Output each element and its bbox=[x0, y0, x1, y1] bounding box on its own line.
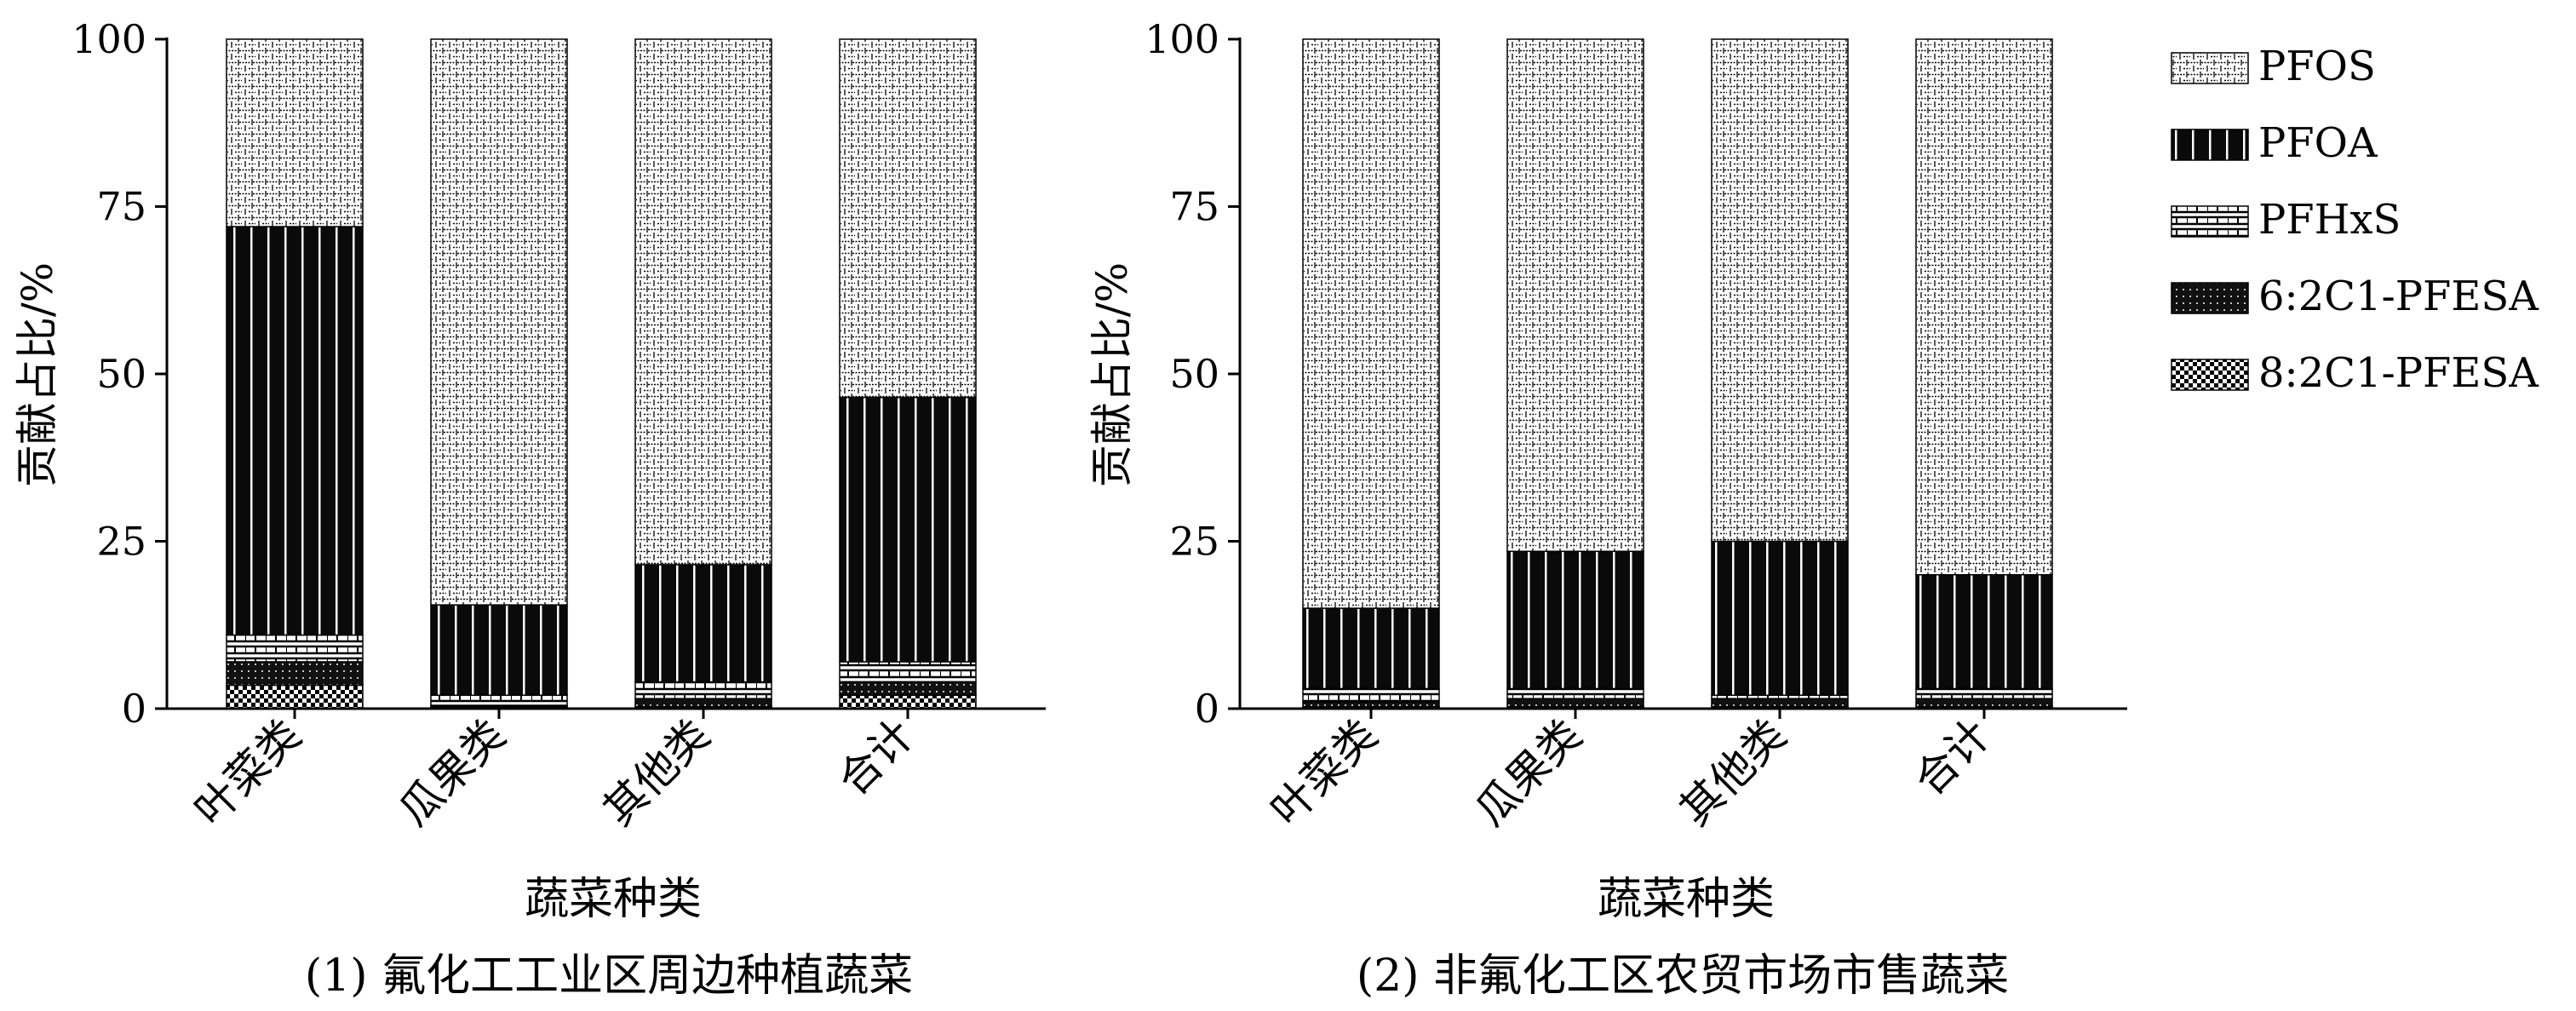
x-axis-label: 蔬菜种类 bbox=[525, 874, 702, 925]
y-tick-label: 25 bbox=[1169, 519, 1219, 565]
x-tick-label: 瓜果类 bbox=[389, 709, 514, 835]
legend-swatch-PFOA bbox=[2171, 129, 2249, 161]
bar-segment-PFOS-瓜果类 bbox=[430, 38, 568, 606]
bar-segment-PFOA-叶菜类 bbox=[1302, 607, 1440, 690]
bar-segment-PFOS-合计 bbox=[1915, 38, 2053, 576]
bar-segment-6:2C1-PFESA-其他类 bbox=[634, 698, 772, 708]
legend-swatch-8:2C1-PFESA bbox=[2171, 359, 2249, 391]
panel-caption: (1) 氟化工工业区周边种植蔬菜 bbox=[305, 951, 913, 1002]
panel-caption: (2) 非氟化工区农贸市场市售蔬菜 bbox=[1357, 951, 2009, 1002]
legend: PFOS PFOA PFHxS 6:2C1-PFESA 8:2C1-PFESA bbox=[2171, 43, 2539, 397]
bar-segment-PFOA-瓜果类 bbox=[430, 604, 568, 697]
y-tick-label: 100 bbox=[72, 16, 146, 62]
bar-segment-6:2C1-PFESA-其他类 bbox=[1711, 698, 1849, 708]
bar-segment-PFOA-瓜果类 bbox=[1506, 550, 1644, 690]
legend-swatch-PFHxS bbox=[2171, 205, 2249, 238]
y-tick-label: 50 bbox=[96, 351, 146, 397]
y-tick-label: 0 bbox=[1195, 686, 1219, 732]
bar-segment-PFOS-其他类 bbox=[634, 38, 772, 566]
bar-segment-6:2C1-PFESA-瓜果类 bbox=[1506, 698, 1644, 708]
x-tick-label: 瓜果类 bbox=[1466, 709, 1591, 835]
legend-label: PFOS bbox=[2258, 43, 2376, 90]
bar-segment-8:2C1-PFESA-合计 bbox=[839, 694, 977, 709]
y-tick-label: 0 bbox=[122, 686, 146, 732]
x-tick-label: 叶菜类 bbox=[1261, 709, 1386, 835]
bar-segment-PFHxS-瓜果类 bbox=[430, 694, 568, 706]
bar-segment-PFOS-其他类 bbox=[1711, 38, 1849, 543]
bar-segment-PFOA-合计 bbox=[839, 396, 977, 663]
bar-segment-PFOS-合计 bbox=[839, 38, 977, 399]
bar-segment-6:2C1-PFESA-合计 bbox=[839, 681, 977, 697]
bar-segment-PFOA-叶菜类 bbox=[226, 226, 364, 636]
x-axis-label: 蔬菜种类 bbox=[1598, 874, 1775, 925]
y-tick-label: 75 bbox=[96, 184, 146, 230]
bar-segment-6:2C1-PFESA-叶菜类 bbox=[1302, 701, 1440, 708]
bar-segment-PFHxS-合计 bbox=[839, 661, 977, 683]
bar-segment-8:2C1-PFESA-叶菜类 bbox=[226, 684, 364, 709]
legend-label: 8:2C1-PFESA bbox=[2258, 349, 2539, 397]
bar-segment-PFOS-瓜果类 bbox=[1506, 38, 1644, 553]
x-tick-label: 其他类 bbox=[1670, 709, 1795, 835]
legend-swatch-6:2C1-PFESA bbox=[2171, 282, 2249, 314]
panel-1: 0 25 50 75 100 叶菜类 瓜果类 其他类 合计 贡献占比/% 蔬菜种类 (1) 氟化工工业… bbox=[13, 16, 1046, 1002]
bar-segment-PFHxS-合计 bbox=[1915, 687, 2053, 699]
legend-label: 6:2C1-PFESA bbox=[2258, 273, 2539, 320]
y-axis-label: 贡献占比/% bbox=[1087, 262, 1137, 487]
panel-2: 0 25 50 75 100 叶菜类 瓜果类 其他类 合计 贡献占比/% 蔬菜种类 (2) 非氟化工区… bbox=[1087, 16, 2127, 1002]
y-tick-label: 50 bbox=[1169, 351, 1219, 397]
bar-segment-PFHxS-其他类 bbox=[634, 681, 772, 699]
y-tick-label: 75 bbox=[1169, 184, 1219, 230]
bar-segment-PFHxS-叶菜类 bbox=[226, 634, 364, 663]
x-tick-label: 叶菜类 bbox=[185, 709, 310, 835]
bar-segment-PFOA-合计 bbox=[1915, 574, 2053, 690]
x-tick-label: 合计 bbox=[829, 709, 924, 805]
legend-swatch-PFOS bbox=[2171, 52, 2249, 84]
bar-segment-6:2C1-PFESA-合计 bbox=[1915, 698, 2053, 708]
x-tick-label: 合计 bbox=[1905, 709, 2000, 805]
bar-segment-PFHxS-瓜果类 bbox=[1506, 687, 1644, 699]
bar-segment-PFOS-叶菜类 bbox=[1302, 38, 1440, 609]
bar-segment-PFHxS-叶菜类 bbox=[1302, 687, 1440, 703]
y-tick-label: 25 bbox=[96, 519, 146, 565]
bar-segment-PFOA-其他类 bbox=[634, 564, 772, 683]
x-tick-label: 其他类 bbox=[594, 709, 719, 835]
legend-label: PFHxS bbox=[2258, 196, 2401, 244]
bar-segment-PFOA-其他类 bbox=[1711, 540, 1849, 697]
bar-segment-PFOS-叶菜类 bbox=[226, 38, 364, 227]
y-tick-label: 100 bbox=[1145, 16, 1219, 62]
legend-label: PFOA bbox=[2258, 119, 2378, 167]
bar-segment-6:2C1-PFESA-叶菜类 bbox=[226, 661, 364, 686]
y-axis-label: 贡献占比/% bbox=[13, 262, 62, 487]
